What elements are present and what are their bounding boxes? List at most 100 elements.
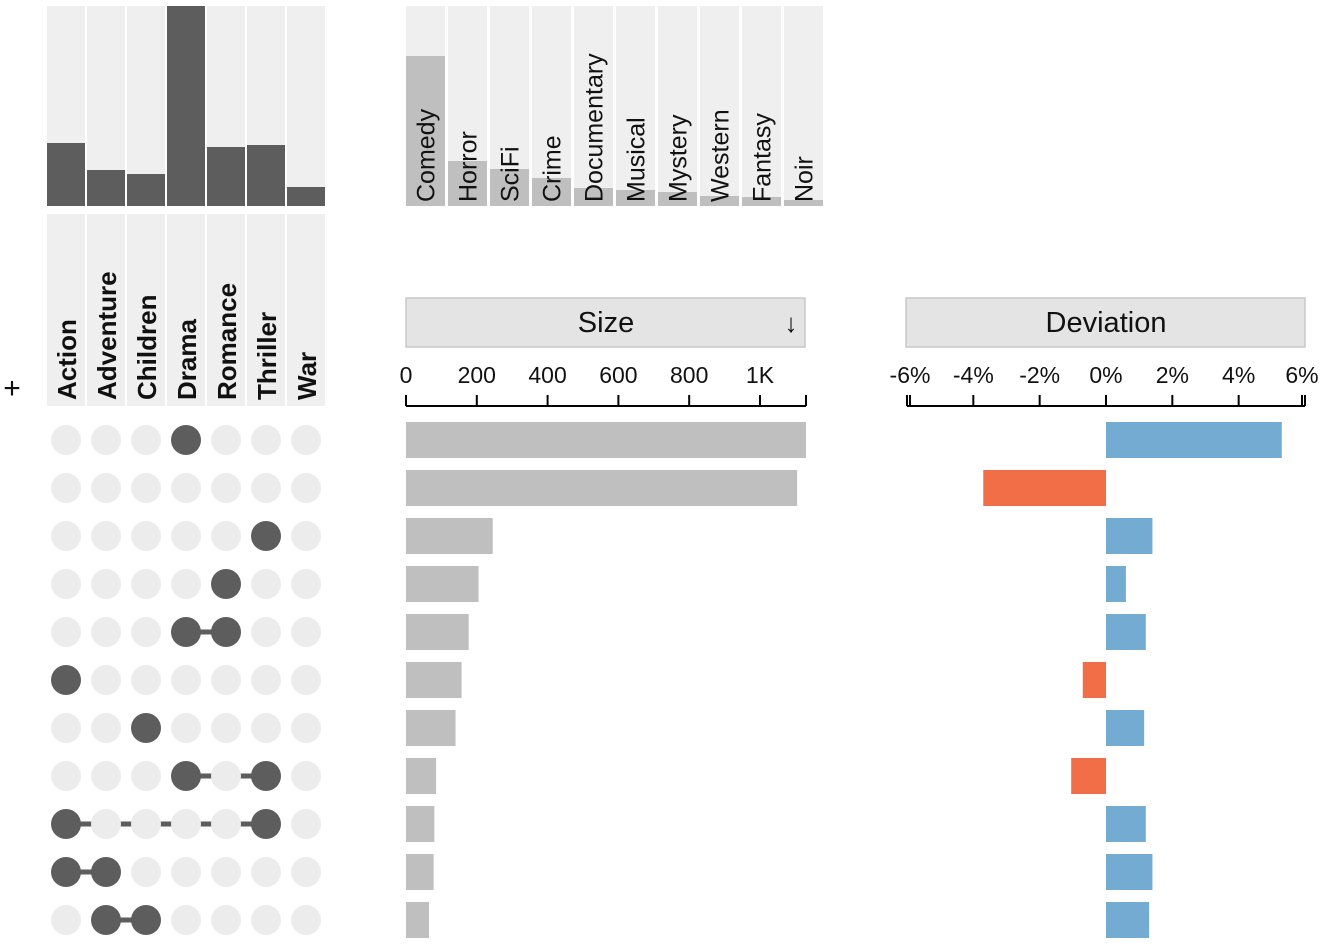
set-label-drama[interactable]: Drama [172,319,202,400]
set-bar-action[interactable] [47,143,85,206]
set-bar-drama[interactable] [167,6,205,206]
matrix-dot-empty[interactable] [251,857,281,887]
deviation-bar-positive[interactable] [1106,422,1282,458]
matrix-dot-empty[interactable] [131,425,161,455]
matrix-dot-empty[interactable] [51,473,81,503]
hidden-set-bar-documentary[interactable] [574,188,613,206]
matrix-dot-filled[interactable] [51,665,81,695]
set-label-romance[interactable]: Romance [212,283,242,400]
hidden-set-label-crime[interactable]: Crime [539,135,567,202]
hidden-set-bar-comedy[interactable] [406,56,445,206]
hidden-set-bar-scifi[interactable] [490,169,529,206]
deviation-bar-positive[interactable] [1106,854,1153,890]
size-bar[interactable] [406,662,462,698]
set-label-children[interactable]: Children [132,295,162,400]
matrix-dot-empty[interactable] [251,473,281,503]
matrix-dot-empty[interactable] [211,665,241,695]
matrix-dot-filled[interactable] [171,617,201,647]
matrix-dot-empty[interactable] [171,905,201,935]
set-bar-thriller[interactable] [247,145,285,206]
size-bar[interactable] [406,518,493,554]
matrix-dot-empty[interactable] [131,809,161,839]
matrix-dot-empty[interactable] [131,761,161,791]
size-bar[interactable] [406,710,456,746]
set-label-bg-action[interactable] [47,214,85,406]
matrix-dot-empty[interactable] [211,473,241,503]
set-label-action[interactable]: Action [52,319,82,400]
matrix-dot-empty[interactable] [131,473,161,503]
size-bar[interactable] [406,902,430,938]
matrix-dot-filled[interactable] [171,425,201,455]
matrix-dot-empty[interactable] [171,809,201,839]
hidden-set-label-mystery[interactable]: Mystery [665,114,693,202]
matrix-dot-empty[interactable] [291,761,321,791]
hidden-set-bg-mystery[interactable] [658,6,697,206]
matrix-dot-empty[interactable] [291,713,321,743]
hidden-set-bar-noir[interactable] [784,200,823,206]
matrix-dot-empty[interactable] [211,809,241,839]
matrix-dot-empty[interactable] [51,713,81,743]
deviation-bar-positive[interactable] [1106,710,1145,746]
matrix-dot-filled[interactable] [251,521,281,551]
set-label-bg-romance[interactable] [207,214,245,406]
matrix-dot-empty[interactable] [251,569,281,599]
matrix-dot-empty[interactable] [171,713,201,743]
deviation-bar-negative[interactable] [1082,662,1106,698]
matrix-dot-empty[interactable] [91,617,121,647]
hidden-set-label-documentary[interactable]: Documentary [581,53,609,202]
matrix-dot-empty[interactable] [91,665,121,695]
matrix-dot-empty[interactable] [131,569,161,599]
matrix-dot-filled[interactable] [211,617,241,647]
matrix-dot-empty[interactable] [291,425,321,455]
matrix-dot-filled[interactable] [51,809,81,839]
deviation-header-box[interactable] [905,297,1306,348]
set-label-bg-war[interactable] [287,214,325,406]
add-set-button[interactable]: + [3,372,21,405]
hidden-set-bg-fantasy[interactable] [742,6,781,206]
set-bar-children[interactable] [127,174,165,206]
set-label-thriller[interactable]: Thriller [252,312,282,400]
matrix-dot-empty[interactable] [91,713,121,743]
matrix-dot-empty[interactable] [51,425,81,455]
matrix-dot-empty[interactable] [91,521,121,551]
matrix-dot-empty[interactable] [291,521,321,551]
matrix-dot-empty[interactable] [251,425,281,455]
matrix-dot-filled[interactable] [91,857,121,887]
deviation-bar-positive[interactable] [1106,614,1146,650]
matrix-dot-empty[interactable] [291,617,321,647]
matrix-dot-empty[interactable] [211,425,241,455]
matrix-dot-filled[interactable] [131,713,161,743]
deviation-bar-positive[interactable] [1106,806,1146,842]
set-bar-war[interactable] [287,187,325,206]
deviation-bar-positive[interactable] [1106,518,1153,554]
hidden-set-bar-horror[interactable] [448,161,487,206]
matrix-dot-empty[interactable] [291,473,321,503]
matrix-dot-empty[interactable] [131,857,161,887]
size-bar[interactable] [406,470,798,506]
matrix-dot-filled[interactable] [251,761,281,791]
matrix-dot-filled[interactable] [91,905,121,935]
hidden-set-bar-fantasy[interactable] [742,197,781,206]
size-header-box[interactable] [405,297,806,348]
hidden-set-label-musical[interactable]: Musical [623,117,651,202]
deviation-bar-positive[interactable] [1106,902,1150,938]
hidden-set-bg-crime[interactable] [532,6,571,206]
matrix-dot-empty[interactable] [171,521,201,551]
hidden-set-bg-western[interactable] [700,6,739,206]
matrix-dot-empty[interactable] [291,809,321,839]
matrix-dot-empty[interactable] [91,809,121,839]
hidden-set-label-fantasy[interactable]: Fantasy [749,113,777,202]
set-label-war[interactable]: War [292,352,322,400]
matrix-dot-empty[interactable] [171,569,201,599]
matrix-dot-empty[interactable] [51,521,81,551]
matrix-dot-empty[interactable] [51,617,81,647]
matrix-dot-empty[interactable] [171,665,201,695]
matrix-dot-filled[interactable] [131,905,161,935]
matrix-dot-empty[interactable] [291,665,321,695]
matrix-dot-filled[interactable] [171,761,201,791]
matrix-dot-empty[interactable] [211,521,241,551]
hidden-set-bar-mystery[interactable] [658,192,697,206]
hidden-set-label-comedy[interactable]: Comedy [413,108,441,202]
size-bar[interactable] [406,614,469,650]
matrix-dot-empty[interactable] [211,905,241,935]
